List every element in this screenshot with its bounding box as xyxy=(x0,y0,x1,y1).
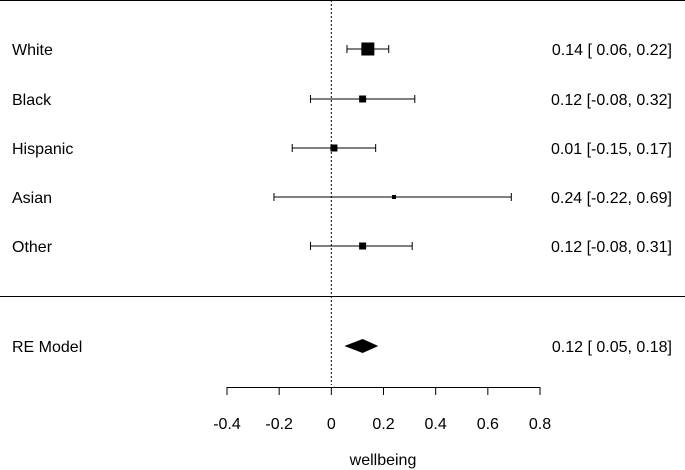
ci-text: 0.14 [ 0.06, 0.22] xyxy=(552,42,672,59)
point-estimate xyxy=(359,95,367,103)
x-tick-label: -0.4 xyxy=(213,416,241,433)
x-tick-label: 0.6 xyxy=(477,416,499,433)
point-estimate xyxy=(361,42,375,56)
summary-row: RE Model 0.12 [ 0.05, 0.18] xyxy=(12,339,672,356)
summary-diamond xyxy=(344,339,379,353)
study-label: Other xyxy=(12,239,53,256)
x-axis: -0.4 -0.2 0 0.2 0.4 0.6 0.8 xyxy=(213,387,551,433)
study-row-hispanic: Hispanic 0.01 [-0.15, 0.17] xyxy=(12,141,672,158)
ci-text: 0.01 [-0.15, 0.17] xyxy=(551,141,672,158)
point-estimate xyxy=(359,242,367,250)
summary-ci-text: 0.12 [ 0.05, 0.18] xyxy=(552,339,672,356)
study-label: Hispanic xyxy=(12,141,73,158)
plot-frame xyxy=(0,0,685,385)
study-row-white: White 0.14 [ 0.06, 0.22] xyxy=(12,42,672,59)
x-axis-label: wellbeing xyxy=(349,452,417,469)
study-label: Asian xyxy=(12,190,52,207)
point-estimate xyxy=(391,195,396,199)
study-row-black: Black 0.12 [-0.08, 0.32] xyxy=(12,92,672,109)
study-label: White xyxy=(12,42,53,59)
study-label: Black xyxy=(12,92,52,109)
ci-text: 0.24 [-0.22, 0.69] xyxy=(551,190,672,207)
study-row-asian: Asian 0.24 [-0.22, 0.69] xyxy=(12,190,672,207)
study-row-other: Other 0.12 [-0.08, 0.31] xyxy=(12,239,672,256)
ci-text: 0.12 [-0.08, 0.32] xyxy=(551,92,672,109)
x-tick-label: 0.2 xyxy=(372,416,394,433)
x-tick-label: 0.4 xyxy=(425,416,447,433)
point-estimate xyxy=(330,144,338,152)
x-tick-label: -0.2 xyxy=(265,416,293,433)
x-tick-label: 0.8 xyxy=(529,416,551,433)
study-rows: White 0.14 [ 0.06, 0.22] Black 0.12 [-0.08,… xyxy=(12,42,672,356)
summary-label: RE Model xyxy=(12,339,82,356)
ci-text: 0.12 [-0.08, 0.31] xyxy=(551,239,672,256)
x-tick-label: 0 xyxy=(327,416,336,433)
